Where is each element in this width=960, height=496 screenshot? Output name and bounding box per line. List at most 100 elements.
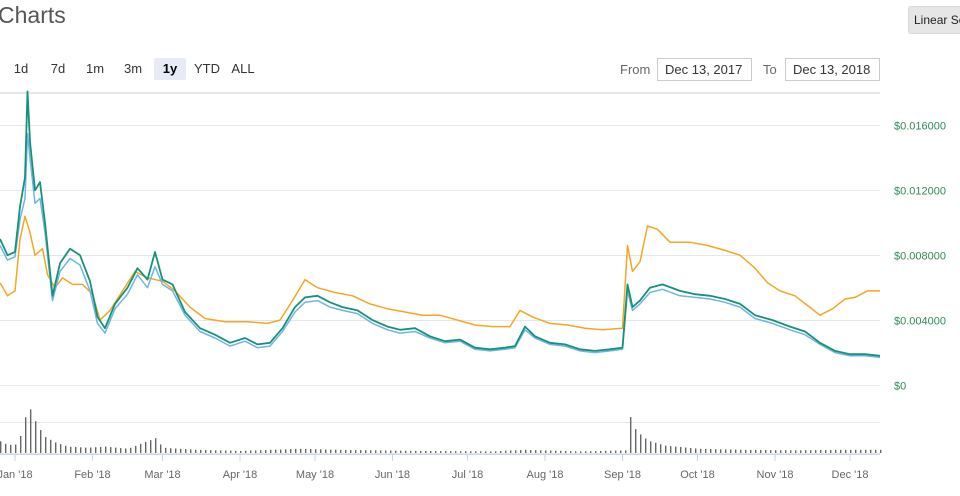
volume-bar [675,446,677,453]
volume-bar [525,449,527,453]
volume-bar [10,444,12,453]
range-all-button[interactable]: ALL [231,61,255,76]
range-7d-button[interactable]: 7d [50,61,66,76]
volume-bar [395,450,397,453]
volume-bar [250,450,252,453]
volume-bar [690,448,692,453]
volume-bar [330,449,332,453]
range-1d-button[interactable]: 1d [13,61,29,76]
volume-bar [35,421,37,453]
volume-bar [180,448,182,453]
volume-bar [810,450,812,453]
price-lines [0,90,881,359]
volume-bar [325,449,327,453]
volume-bar [30,409,32,453]
volume-bar [750,449,752,453]
volume-bar [205,450,207,453]
volume-bar [705,448,707,453]
volume-bar [835,449,837,453]
volume-bar [285,449,287,453]
range-ytd-button[interactable]: YTD [194,61,220,76]
volume-bar [110,447,112,453]
volume-bar [440,451,442,453]
btc-price-line [0,132,881,359]
volume-bar [375,450,377,453]
volume-bar [235,450,237,453]
volume-bar [300,448,302,453]
volume-bars [0,409,882,454]
volume-bar [760,450,762,453]
volume-bar [405,450,407,453]
range-3m-button[interactable]: 3m [123,61,143,76]
volume-bar [585,451,587,453]
volume-bar [700,448,702,453]
volume-bar [455,451,457,453]
y-axis-labels: $0 $0.004000 $0.008000 $0.012000 $0.016000 [894,121,946,393]
volume-bar [360,450,362,453]
volume-bar [50,439,52,454]
volume-bar [255,450,257,454]
volume-bar [445,451,447,453]
linear-scale-button[interactable]: Linear Scale [908,6,960,34]
volume-bar [195,449,197,453]
y-tick-label: $0 [894,381,906,393]
x-tick-label: May '18 [296,469,334,481]
volume-bar [125,448,127,453]
volume-bar [580,451,582,453]
volume-bar [350,450,352,453]
range-1m-button[interactable]: 1m [85,61,105,76]
volume-bar [670,446,672,453]
volume-bar [210,450,212,453]
y-tick-label: $0.012000 [894,186,946,198]
volume-bar [720,449,722,453]
volume-bar [75,447,77,453]
volume-bar [370,450,372,453]
volume-bar [465,451,467,453]
volume-bar [240,450,242,453]
volume-bar [90,447,92,453]
range-1y-button[interactable]: 1y [154,58,186,80]
volume-bar [620,450,622,453]
volume-bar [745,449,747,453]
volume-bar [830,449,832,453]
volume-bar [225,450,227,453]
volume-bar [190,449,192,453]
volume-bar [855,449,857,453]
volume-bar [135,445,137,453]
to-label: To [763,62,777,77]
volume-bar [215,450,217,453]
volume-bar [500,451,502,453]
volume-bar [270,449,272,453]
volume-bar [385,450,387,453]
volume-bar [20,436,22,453]
volume-bar [165,447,167,453]
volume-bar [630,417,632,453]
volume-bar [640,434,642,453]
volume-bar [595,451,597,453]
volume-bar [755,449,757,453]
volume-bar [490,451,492,453]
volume-bar [555,450,557,453]
volume-bar [410,450,412,453]
volume-bar [460,451,462,453]
volume-bar [540,450,542,453]
volume-bar [575,451,577,453]
volume-bar [40,430,42,453]
to-date-input[interactable]: Dec 13, 2018 [785,58,880,81]
x-tick-label: Nov '18 [757,469,794,481]
from-date-input[interactable]: Dec 13, 2017 [657,58,752,81]
volume-bar [530,450,532,453]
volume-bar [730,449,732,453]
volume-bar [850,449,852,453]
volume-bar [485,451,487,453]
volume-bar [800,450,802,453]
volume-bar [320,449,322,453]
eth-price-line [0,215,880,331]
volume-bar [245,450,247,453]
volume-bar [390,450,392,453]
volume-bar [650,441,652,453]
volume-bar [160,444,162,453]
chart-gridlines [0,125,880,454]
volume-bar [425,451,427,453]
volume-bar [5,443,7,453]
